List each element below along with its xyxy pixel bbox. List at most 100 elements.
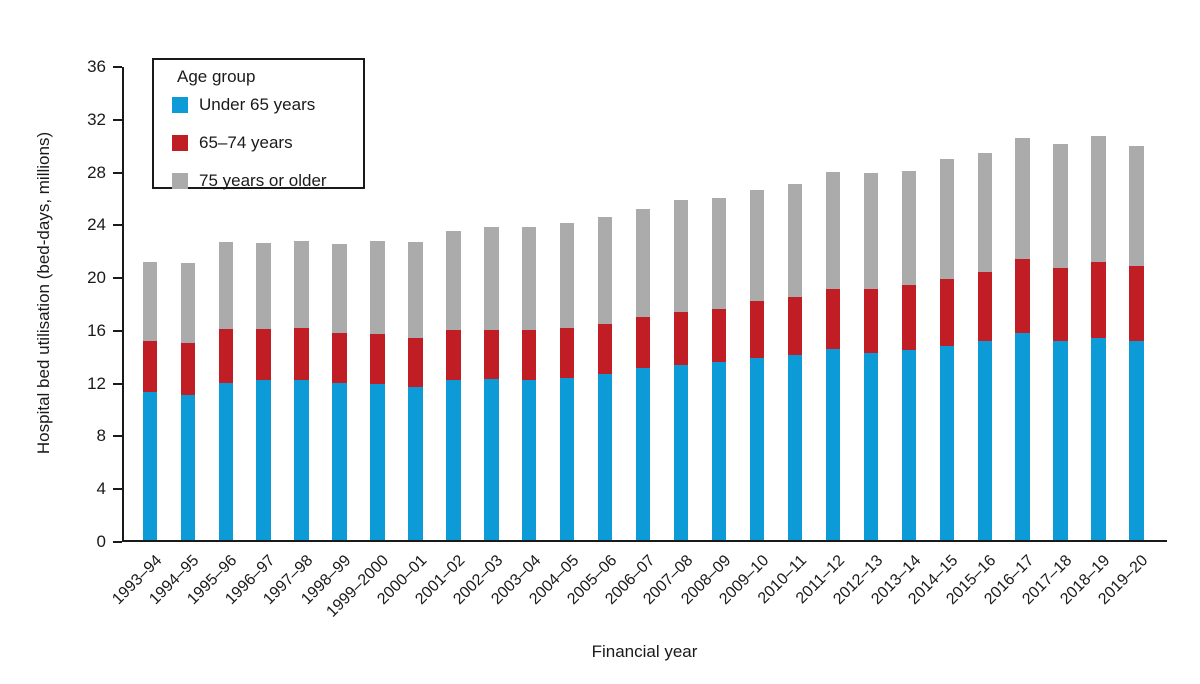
x-axis-title: Financial year (591, 642, 698, 661)
bar-segment (142, 392, 157, 540)
bar-segment (332, 383, 347, 540)
legend-item-65-74: 65–74 years (172, 132, 293, 152)
bar-segment (787, 183, 803, 298)
bar-segment (635, 208, 651, 318)
bar-segment (218, 241, 233, 329)
bar-segment (560, 327, 575, 378)
bar-segment (1015, 258, 1030, 333)
bar-segment (863, 173, 879, 290)
bar-segment (977, 153, 992, 273)
y-axis-tick (113, 541, 122, 543)
legend: Age group Under 65 years 65–74 years 75 … (152, 58, 365, 190)
bar-segment (408, 386, 423, 540)
y-axis-tick (113, 435, 122, 438)
legend-title: Age group (177, 67, 256, 86)
bar-segment (598, 323, 613, 374)
bar-segment (408, 338, 423, 387)
bar-segment (825, 289, 841, 349)
y-axis-tick (113, 118, 122, 121)
y-axis-tick (113, 329, 122, 332)
bar-segment (939, 158, 954, 279)
bar-segment (1091, 261, 1106, 339)
bar-segment (787, 297, 803, 356)
legend-swatch-under-65 (172, 96, 188, 113)
bar-segment (598, 216, 613, 324)
plot-area: 0 4 8 12 16 20 24 28 32 36 1993–94 1994–95 1995–96 19… (87, 57, 1167, 621)
bar-segment (1053, 268, 1068, 341)
bar-segment (484, 227, 499, 331)
y-tick-label: 16 (87, 320, 106, 340)
bar-segment (1129, 340, 1144, 540)
bar-segment (370, 384, 385, 540)
bar-segment (1015, 137, 1030, 259)
y-axis-tick (113, 66, 122, 68)
bar-segment (180, 394, 195, 540)
y-axis-tick (113, 171, 122, 174)
bar-segment (332, 244, 347, 333)
bar-segment (522, 227, 537, 331)
bar-segment (1091, 136, 1106, 262)
bar-segment (749, 301, 765, 358)
y-axis-tick (113, 488, 122, 491)
bar-segment (1053, 340, 1068, 540)
bar-segment (560, 377, 575, 540)
y-tick-label: 28 (87, 162, 106, 182)
bar-segment (939, 278, 954, 347)
bar-segment (332, 332, 347, 383)
bar-segment (560, 223, 575, 328)
bar-segment (711, 361, 727, 540)
bar-segment (446, 330, 461, 381)
bar-segment (484, 379, 499, 540)
bar-segment (711, 309, 727, 362)
bar-segment (180, 262, 195, 344)
bar-segment (749, 357, 765, 540)
bar-segment (673, 311, 689, 365)
bar-segment (256, 243, 271, 329)
y-tick-label: 0 (96, 532, 106, 551)
bar-segment (294, 240, 309, 328)
bar-segment (901, 350, 916, 540)
legend-item-75-older: 75 years or older (172, 170, 327, 190)
bar-segment (180, 343, 195, 395)
bar-segment (977, 340, 992, 540)
y-tick-label: 36 (87, 57, 106, 76)
bar-segment (408, 241, 423, 339)
bar-segment (446, 231, 461, 331)
y-tick-label: 8 (96, 426, 106, 446)
y-tick-label: 4 (96, 479, 106, 499)
bar-segment (256, 328, 271, 381)
y-tick-label: 24 (87, 215, 106, 235)
bar-segment (711, 198, 727, 310)
bar-segment (142, 261, 157, 341)
legend-label-under-65: Under 65 years (199, 94, 316, 114)
bar-segment (1129, 265, 1144, 341)
y-axis-tick (113, 224, 122, 227)
legend-label-65-74: 65–74 years (199, 132, 293, 152)
bar-segment (673, 364, 689, 540)
legend-label-75-older: 75 years or older (199, 170, 327, 190)
legend-item-under-65: Under 65 years (172, 94, 316, 114)
bar-segment (484, 330, 499, 380)
bar-segment (1091, 338, 1106, 540)
bar-segment (1129, 145, 1144, 266)
bar-segment (1053, 144, 1068, 269)
bar-segment (218, 383, 233, 540)
bar-segment (294, 327, 309, 381)
bar-segment (635, 368, 651, 540)
y-axis-title: Hospital bed utilisation (bed-days, mill… (34, 131, 53, 455)
bar-segment (825, 348, 841, 540)
bar-segment (218, 328, 233, 383)
bar-segment (635, 317, 651, 369)
bar-segment (825, 171, 841, 290)
bar-segment (673, 199, 689, 312)
bar-segment (370, 240, 385, 335)
legend-swatch-65-74 (172, 134, 188, 151)
legend-swatch-75-older (172, 172, 188, 189)
bar-segment (256, 380, 271, 540)
bar-segment (977, 272, 992, 341)
bar-segment (863, 289, 879, 353)
bar-segment (522, 380, 537, 540)
y-axis-tick (113, 382, 122, 385)
bar-segment (939, 346, 954, 540)
